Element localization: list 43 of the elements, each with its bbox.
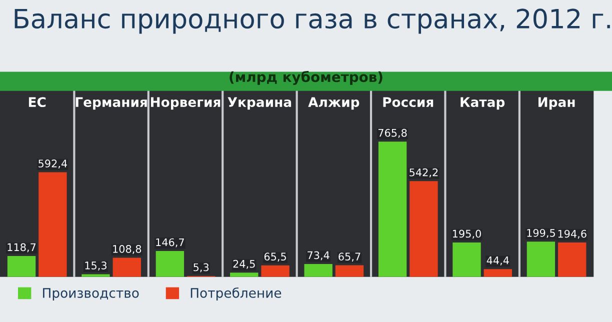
x-tick-label: ЕС	[28, 97, 46, 108]
data-label: 24,5	[233, 260, 255, 269]
x-tick-label: Норвегия	[150, 97, 220, 110]
data-label: 765,8	[378, 128, 407, 138]
x-tick-label: Украина	[228, 97, 292, 110]
data-label: 199,5	[527, 228, 555, 238]
x-tick-label: Россия	[383, 97, 434, 108]
x-tick-label: Иран	[538, 97, 575, 110]
bar	[335, 265, 364, 277]
bar	[410, 181, 438, 277]
bar	[304, 264, 332, 277]
data-label: 108,8	[113, 245, 142, 254]
legend-label: Потребление	[190, 287, 282, 300]
chart-title: Баланс природного газа в странах, 2012 г.	[14, 8, 610, 34]
x-tick-label: Катар	[460, 97, 505, 110]
data-label: 542,2	[410, 168, 438, 178]
bar	[156, 250, 184, 277]
bar	[484, 269, 512, 277]
data-label: 194,6	[558, 230, 586, 239]
data-label: 5,3	[194, 263, 209, 272]
data-label: 592,4	[38, 160, 68, 168]
bar	[230, 272, 258, 277]
bar	[378, 142, 407, 277]
bar	[261, 265, 290, 277]
data-label: 65,5	[264, 252, 286, 262]
data-label: 195,0	[452, 230, 481, 239]
bar	[82, 274, 110, 277]
data-label: 73,4	[308, 251, 330, 260]
data-label: 146,7	[156, 238, 184, 248]
bar	[38, 172, 67, 277]
bar	[112, 258, 141, 277]
chart-subtitle: (млрд кубометров)	[230, 70, 382, 85]
data-label: 118,7	[8, 243, 36, 252]
bar	[7, 256, 36, 277]
data-label: 44,4	[486, 256, 509, 266]
data-label: 65,7	[338, 252, 360, 262]
bar	[526, 242, 556, 277]
data-label: 15,3	[85, 262, 106, 270]
x-tick-label: Германия	[76, 97, 147, 110]
bar	[452, 242, 481, 277]
legend-label: Производство	[43, 288, 139, 300]
bar	[558, 242, 586, 277]
x-tick-label: Алжир	[308, 97, 360, 110]
